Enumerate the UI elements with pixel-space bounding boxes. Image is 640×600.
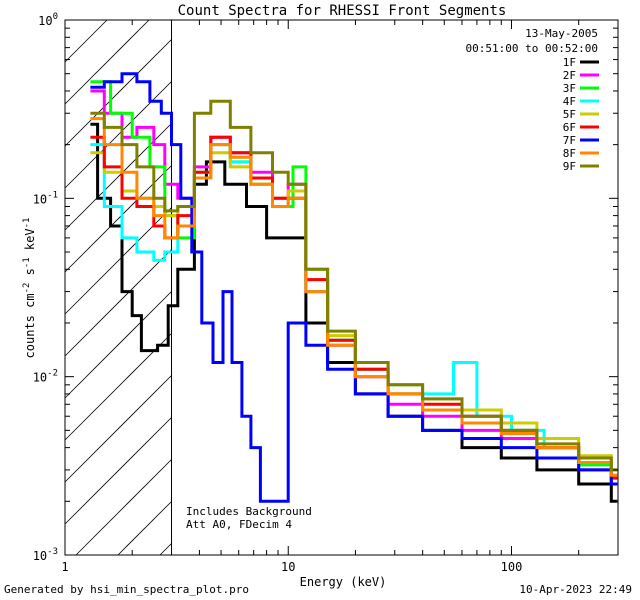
- hatch-line: [64, 19, 108, 63]
- hatch-line: [64, 123, 172, 231]
- legend-label: 8F: [563, 147, 576, 160]
- x-tick-label: 100: [501, 560, 523, 574]
- legend-label: 2F: [563, 69, 576, 82]
- legend-label: 1F: [563, 56, 576, 69]
- annotation-attenuator: Att A0, FDecim 4: [186, 518, 292, 531]
- hatch-line: [64, 39, 172, 147]
- time-range-label: 00:51:00 to 00:52:00: [466, 42, 598, 55]
- legend-label: 4F: [563, 95, 576, 108]
- excluded-region-hatch: [64, 19, 173, 556]
- y-tick-label: 10-2: [33, 369, 58, 385]
- hatch-line: [64, 291, 172, 399]
- hatch-line: [64, 81, 172, 189]
- y-tick-label: 10-3: [33, 547, 58, 563]
- hatch-line: [64, 375, 172, 483]
- series-7f: [90, 72, 618, 503]
- legend-label: 3F: [563, 82, 576, 95]
- hatch-line: [64, 249, 172, 357]
- legend-label: 7F: [563, 134, 576, 147]
- hatch-line: [117, 501, 172, 556]
- hatch-line: [64, 165, 172, 273]
- y-tick-label: 100: [38, 12, 58, 28]
- legend-label: 6F: [563, 121, 576, 134]
- annotation-background: Includes Background: [186, 505, 312, 518]
- legend-label: 9F: [563, 160, 576, 173]
- chart-title: Count Spectra for RHESSI Front Segments: [178, 3, 507, 19]
- hatch-line: [64, 19, 150, 105]
- x-axis: 1 10 100: [61, 20, 619, 574]
- plot-frame: [64, 19, 619, 556]
- series-3f: [90, 80, 618, 480]
- hatch-line: [64, 417, 172, 525]
- generated-by-text: Generated by hsi_min_spectra_plot.pro: [4, 583, 250, 596]
- hatch-line: [159, 543, 172, 556]
- x-tick-label: 1: [61, 560, 68, 574]
- x-tick-label: 10: [281, 560, 295, 574]
- hatch-line: [75, 459, 172, 556]
- generated-date-text: 10-Apr-2023 22:49: [519, 583, 632, 596]
- y-axis-label: counts cm-2 s-1 keV-1: [22, 218, 37, 359]
- date-label: 13-May-2005: [525, 27, 598, 40]
- y-axis: 100 10-1 10-2 10-3: [33, 12, 618, 563]
- x-axis-label: Energy (keV): [300, 575, 387, 589]
- series-9f: [90, 99, 618, 472]
- series-layer: [90, 72, 618, 503]
- y-tick-label: 10-1: [33, 190, 58, 206]
- legend-label: 5F: [563, 108, 576, 121]
